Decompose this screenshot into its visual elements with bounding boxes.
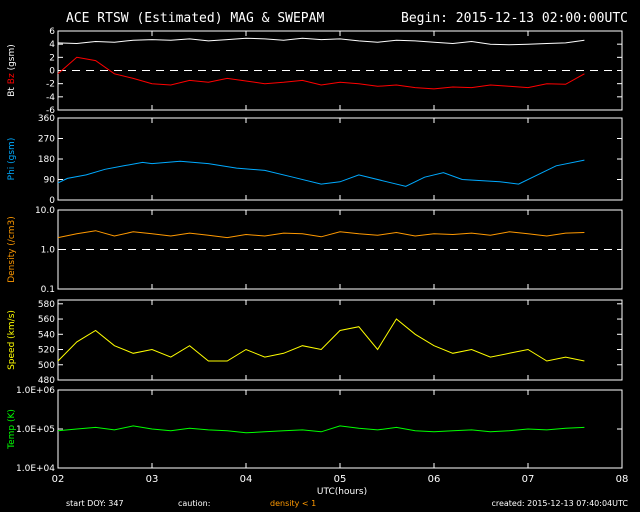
y-tick-label-phi: 180 [38,155,55,165]
y-label-part: (km/s) [7,310,17,342]
y-tick-label-mag: 0 [49,67,55,77]
y-tick-label-mag: 4 [49,40,55,50]
panel-frame-speed [57,299,623,381]
y-label-part: Temp [7,425,17,450]
y-tick-label-speed: 580 [38,300,55,310]
y-tick-label-density: 0.1 [41,285,55,295]
y-tick-label-mag: -2 [46,80,55,90]
y-label-part: Bz [7,73,17,87]
y-tick-label-density: 10.0 [35,206,55,216]
x-tick-label: 03 [146,474,159,485]
y-tick-label-phi: 360 [38,114,55,124]
x-tick-label: 02 [52,474,65,485]
start-doy: start DOY: 347 [66,499,124,508]
y-tick-label-speed: 480 [38,376,55,386]
created-time: created: 2015-12-13 07:40:04UTC [491,499,628,508]
y-axis-label-mag: Bt Bz (gsm) [7,44,17,97]
y-axis-label-phi: Phi (gsm) [7,138,17,181]
y-label-part: Bt [7,87,17,97]
y-axis-label-density: Density (/cm3) [7,216,17,283]
y-tick-label-mag: -6 [46,106,55,116]
x-tick-label: 07 [522,474,535,485]
y-tick-label-mag: 6 [49,27,55,37]
x-tick-label: 06 [428,474,441,485]
series-line-speed [57,318,585,362]
y-tick-label-mag: 2 [49,53,55,63]
series-line-density [57,230,585,239]
y-tick-label-phi: 0 [49,196,55,206]
y-label-part: Density [7,248,17,283]
x-tick-label: 04 [240,474,253,485]
y-tick-label-temp: 1.0E+06 [16,386,55,396]
y-axis-label-temp: Temp (K) [7,409,17,450]
caution-label: caution: [178,499,210,508]
y-tick-label-temp: 1.0E+04 [16,464,55,474]
density-caution: density < 1 [270,499,316,508]
series-line-phi [57,159,585,187]
panel-frame-phi [57,117,623,201]
x-axis-label: UTC(hours) [317,487,367,497]
y-label-part: (gsm) [7,138,17,167]
y-label-part: Phi [7,167,17,181]
y-tick-label-speed: 520 [38,346,55,356]
y-label-part: (gsm) [7,44,17,73]
series-line-bz [57,56,585,90]
y-tick-label-mag: -4 [46,93,55,103]
plot-title: ACE RTSW (Estimated) MAG & SWEPAM [66,11,324,26]
begin-time: Begin: 2015-12-13 02:00:00UTC [401,11,628,26]
y-label-part: (K) [7,409,17,425]
x-tick-label: 05 [334,474,347,485]
y-label-part: Speed [7,342,17,370]
y-tick-label-temp: 1.0E+05 [16,425,55,435]
panels: 6 4 2 0 -2 -4 -6 Bt Bz (gsm) 360 270 180 90 0 Phi (gs… [7,27,628,485]
y-tick-label-phi: 270 [38,135,55,145]
y-label-part: (/cm3) [7,216,17,248]
series-line-bt [57,37,585,46]
y-tick-label-speed: 560 [38,315,55,325]
y-axis-label-speed: Speed (km/s) [7,310,17,370]
x-tick-label: 08 [616,474,629,485]
series-line-temp [57,425,585,434]
y-tick-label-density: 1.0 [41,246,56,256]
y-tick-label-phi: 90 [44,176,56,186]
y-tick-label-speed: 540 [38,330,55,340]
y-tick-label-speed: 500 [38,361,55,371]
